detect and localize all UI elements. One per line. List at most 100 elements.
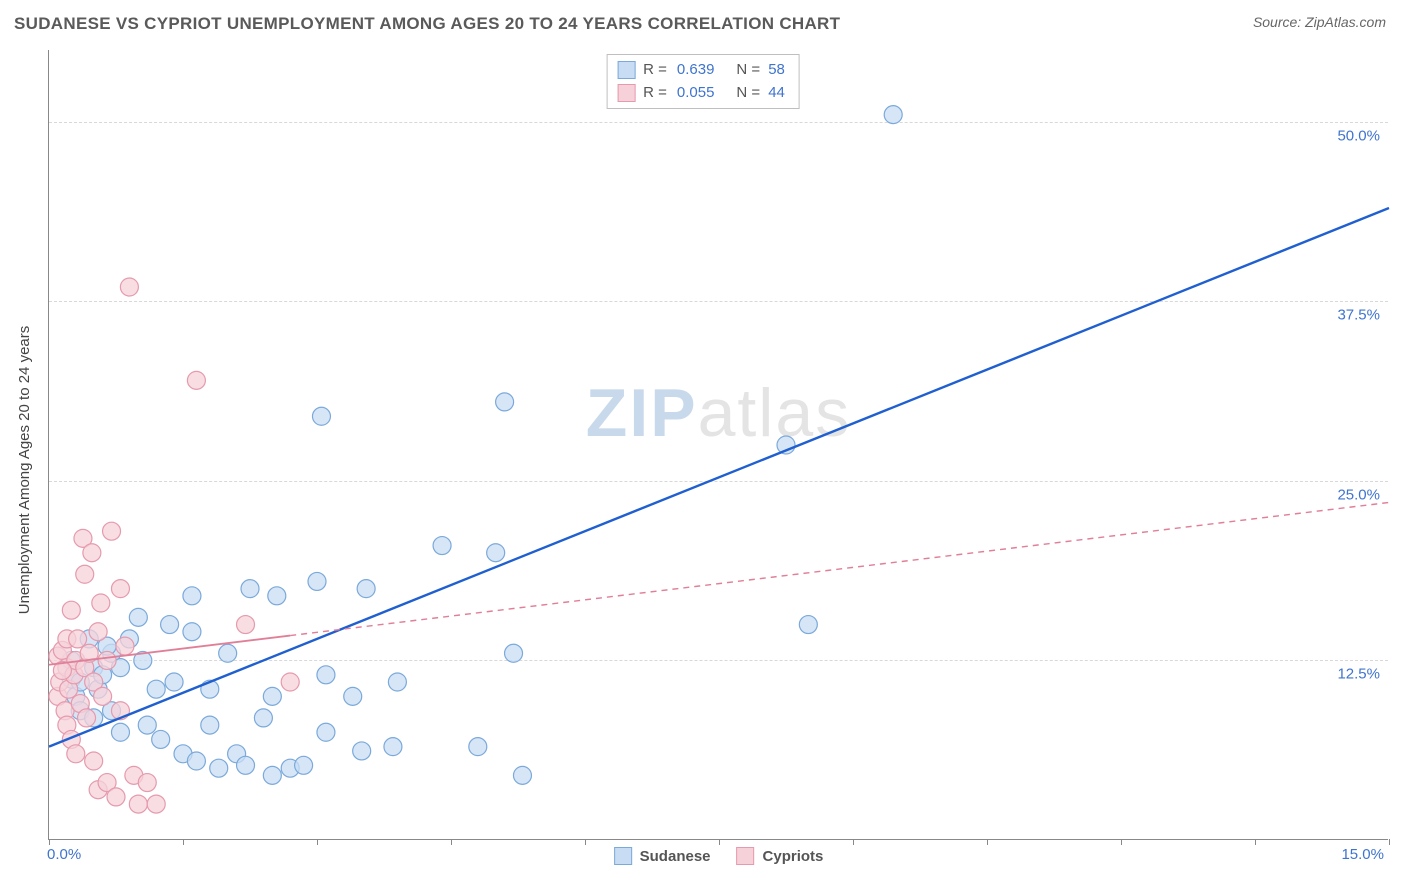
legend-item-sudanese: Sudanese xyxy=(614,847,711,865)
data-point-cypriots xyxy=(76,565,94,583)
stat-r-label: R = xyxy=(643,59,667,82)
data-point-cypriots xyxy=(89,623,107,641)
x-tick xyxy=(585,839,586,845)
regression-line-cypriots-dashed xyxy=(290,502,1389,635)
legend-label-sudanese: Sudanese xyxy=(640,848,711,865)
data-point-sudanese xyxy=(344,687,362,705)
data-point-sudanese xyxy=(496,393,514,411)
data-point-cypriots xyxy=(69,630,87,648)
legend-swatch-sudanese xyxy=(614,847,632,865)
stat-n-value-cypriots: 44 xyxy=(768,82,785,105)
data-point-sudanese xyxy=(129,608,147,626)
data-point-cypriots xyxy=(62,601,80,619)
stat-n-label: N = xyxy=(736,82,760,105)
data-point-sudanese xyxy=(165,673,183,691)
data-point-sudanese xyxy=(505,644,523,662)
data-point-cypriots xyxy=(187,371,205,389)
data-point-sudanese xyxy=(799,616,817,634)
swatch-sudanese xyxy=(617,61,635,79)
source-attribution: Source: ZipAtlas.com xyxy=(1253,14,1386,30)
x-axis-min-label: 0.0% xyxy=(47,846,81,863)
regression-line-sudanese xyxy=(49,208,1389,747)
x-tick xyxy=(987,839,988,845)
data-point-sudanese xyxy=(295,756,313,774)
data-point-cypriots xyxy=(107,788,125,806)
x-axis-max-label: 15.0% xyxy=(1341,846,1384,863)
data-point-cypriots xyxy=(138,774,156,792)
x-tick xyxy=(719,839,720,845)
data-point-cypriots xyxy=(78,709,96,727)
data-point-sudanese xyxy=(210,759,228,777)
data-point-sudanese xyxy=(183,623,201,641)
stats-legend-box: R = 0.639 N = 58 R = 0.055 N = 44 xyxy=(606,54,800,109)
legend-label-cypriots: Cypriots xyxy=(763,848,824,865)
x-tick xyxy=(451,839,452,845)
data-point-sudanese xyxy=(254,709,272,727)
legend-swatch-cypriots xyxy=(737,847,755,865)
x-tick xyxy=(853,839,854,845)
y-axis-label: Unemployment Among Ages 20 to 24 years xyxy=(16,326,33,615)
stats-row-sudanese: R = 0.639 N = 58 xyxy=(617,59,785,82)
data-point-sudanese xyxy=(353,742,371,760)
data-point-sudanese xyxy=(308,572,326,590)
data-point-sudanese xyxy=(263,766,281,784)
data-point-cypriots xyxy=(103,522,121,540)
data-point-sudanese xyxy=(187,752,205,770)
bottom-legend: Sudanese Cypriots xyxy=(614,847,824,865)
data-point-cypriots xyxy=(116,637,134,655)
data-point-cypriots xyxy=(111,580,129,598)
data-point-sudanese xyxy=(183,587,201,605)
stat-r-value-cypriots: 0.055 xyxy=(677,82,715,105)
data-point-sudanese xyxy=(241,580,259,598)
data-point-cypriots xyxy=(98,651,116,669)
data-point-sudanese xyxy=(152,730,170,748)
data-point-cypriots xyxy=(85,752,103,770)
data-point-cypriots xyxy=(237,616,255,634)
data-point-sudanese xyxy=(317,723,335,741)
source-name: ZipAtlas.com xyxy=(1305,14,1386,30)
stat-n-label: N = xyxy=(736,59,760,82)
plot-area: ZIPatlas 12.5%25.0%37.5%50.0% 0.0% 15.0%… xyxy=(48,50,1388,840)
data-point-sudanese xyxy=(513,766,531,784)
legend-item-cypriots: Cypriots xyxy=(737,847,824,865)
x-tick xyxy=(49,839,50,845)
data-point-sudanese xyxy=(237,756,255,774)
data-point-cypriots xyxy=(120,278,138,296)
source-prefix: Source: xyxy=(1253,14,1305,30)
data-point-sudanese xyxy=(469,738,487,756)
stat-r-value-sudanese: 0.639 xyxy=(677,59,715,82)
data-point-sudanese xyxy=(388,673,406,691)
data-point-cypriots xyxy=(147,795,165,813)
data-point-cypriots xyxy=(94,687,112,705)
data-point-sudanese xyxy=(219,644,237,662)
data-point-sudanese xyxy=(263,687,281,705)
data-point-sudanese xyxy=(433,537,451,555)
swatch-cypriots xyxy=(617,84,635,102)
x-tick xyxy=(1255,839,1256,845)
stats-row-cypriots: R = 0.055 N = 44 xyxy=(617,82,785,105)
data-point-sudanese xyxy=(357,580,375,598)
data-point-sudanese xyxy=(384,738,402,756)
data-point-cypriots xyxy=(92,594,110,612)
data-point-sudanese xyxy=(884,106,902,124)
data-point-sudanese xyxy=(312,407,330,425)
data-point-cypriots xyxy=(281,673,299,691)
stat-r-label: R = xyxy=(643,82,667,105)
chart-title: SUDANESE VS CYPRIOT UNEMPLOYMENT AMONG A… xyxy=(14,14,840,34)
data-point-cypriots xyxy=(129,795,147,813)
data-point-sudanese xyxy=(138,716,156,734)
x-tick xyxy=(1389,839,1390,845)
stat-n-value-sudanese: 58 xyxy=(768,59,785,82)
data-point-sudanese xyxy=(268,587,286,605)
data-point-sudanese xyxy=(161,616,179,634)
x-tick xyxy=(1121,839,1122,845)
data-point-sudanese xyxy=(201,716,219,734)
data-point-cypriots xyxy=(83,544,101,562)
x-tick xyxy=(317,839,318,845)
data-point-sudanese xyxy=(111,723,129,741)
data-point-sudanese xyxy=(317,666,335,684)
plot-svg xyxy=(49,50,1388,839)
x-tick xyxy=(183,839,184,845)
data-point-cypriots xyxy=(67,745,85,763)
data-point-sudanese xyxy=(487,544,505,562)
